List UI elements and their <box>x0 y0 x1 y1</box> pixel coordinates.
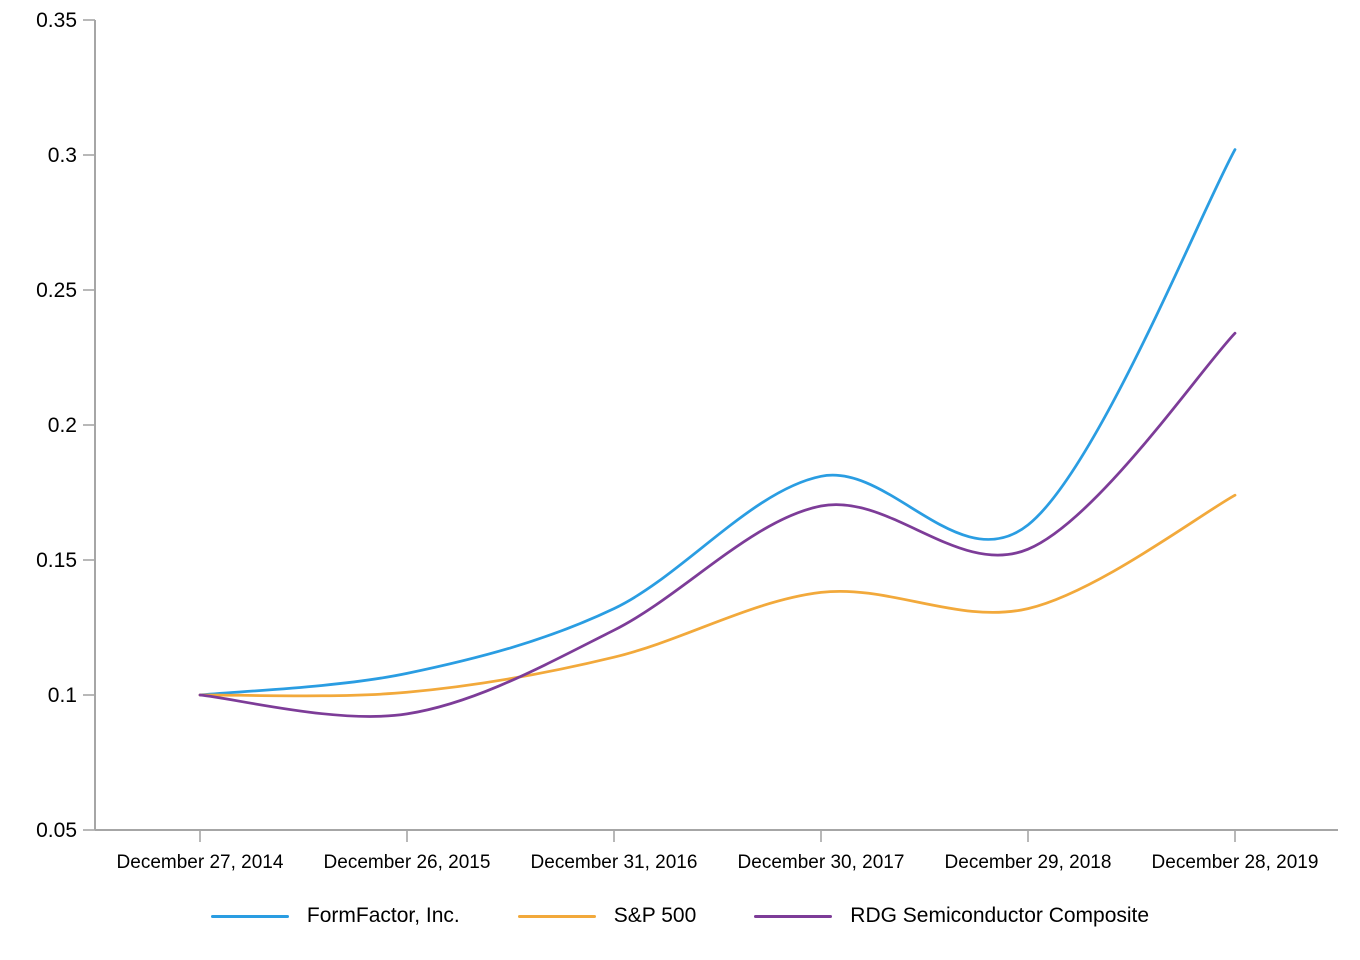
x-tick-label: December 29, 2018 <box>945 852 1112 873</box>
legend-line-swatch-rdg-semiconductor <box>754 914 833 918</box>
legend-item-rdg-semiconductor: RDG Semiconductor Composite <box>754 904 1149 928</box>
y-tick-label: 0.1 <box>48 684 77 707</box>
legend-item-formfactor: FormFactor, Inc. <box>210 904 460 928</box>
y-tick-label: 0.25 <box>36 279 77 302</box>
plot-area: 0.05 0.1 0.15 0.2 0.25 0.3 0.35 December… <box>36 9 1338 873</box>
legend-item-sp500: S&P 500 <box>517 904 697 928</box>
series-line-rdg-semiconductor <box>198 331 1237 718</box>
x-axis-labels: December 27, 2014 December 26, 2015 Dece… <box>117 852 1319 873</box>
x-tick-label: December 26, 2015 <box>324 852 491 873</box>
y-tick-label: 0.2 <box>48 414 77 437</box>
y-tick-label: 0.3 <box>48 144 77 167</box>
series-line-sp500 <box>198 493 1237 698</box>
x-tick-label: December 30, 2017 <box>738 852 905 873</box>
y-tick-label: 0.05 <box>36 819 77 842</box>
legend: FormFactor, Inc. S&P 500 RDG Semiconduct… <box>0 886 1360 946</box>
legend-label: S&P 500 <box>613 904 697 927</box>
legend-label: FormFactor, Inc. <box>306 904 460 927</box>
y-tick-label: 0.15 <box>36 549 77 572</box>
legend-line-swatch-sp500 <box>517 914 596 918</box>
x-tick-marks <box>199 830 1236 842</box>
y-tick-marks <box>83 19 95 831</box>
series-line-formfactor <box>198 148 1237 697</box>
y-axis-labels: 0.05 0.1 0.15 0.2 0.25 0.3 0.35 <box>36 9 77 842</box>
x-tick-label: December 31, 2016 <box>531 852 698 873</box>
legend-line-swatch-formfactor <box>210 914 289 918</box>
legend-label: RDG Semiconductor Composite <box>850 904 1150 927</box>
y-tick-label: 0.35 <box>36 9 77 32</box>
x-tick-label: December 28, 2019 <box>1152 852 1319 873</box>
x-tick-label: December 27, 2014 <box>117 852 284 873</box>
